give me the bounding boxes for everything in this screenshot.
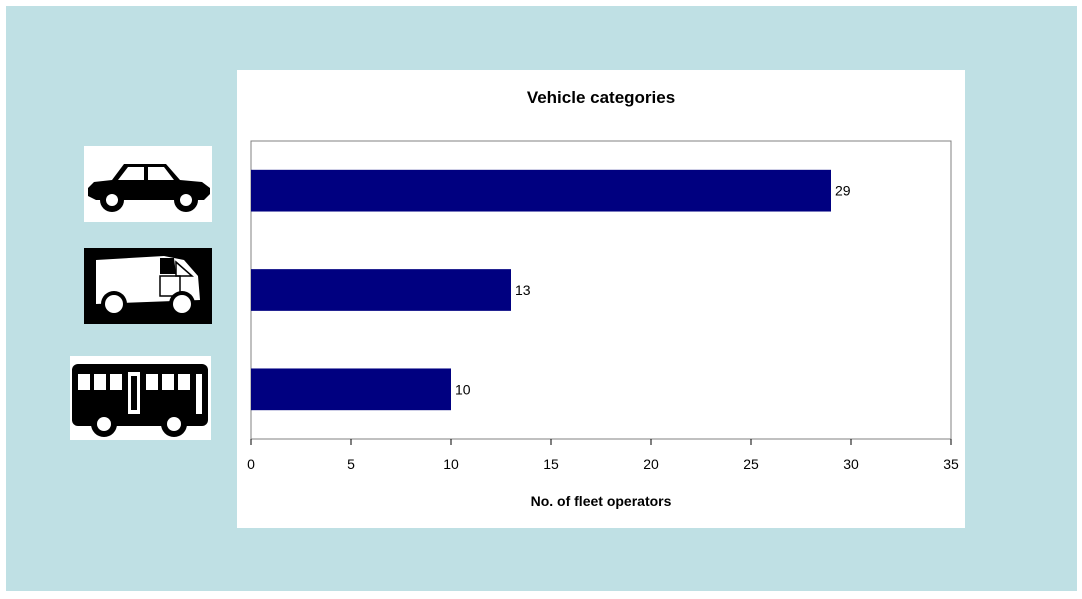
bus-icon [70, 356, 211, 440]
bar-bus [251, 368, 451, 411]
data-label-van: 13 [515, 282, 531, 298]
x-tick-label: 30 [843, 456, 859, 472]
x-tick-label: 20 [643, 456, 659, 472]
x-tick-label: 35 [943, 456, 959, 472]
chart-panel: Vehicle categories 29 13 10 0 5 10 15 20 25 30 35… [237, 70, 965, 528]
chart-title: Vehicle categories [526, 88, 676, 107]
data-label-car: 29 [835, 183, 851, 199]
data-label-bus: 10 [455, 381, 471, 397]
x-tick-label: 5 [347, 456, 355, 472]
x-tick-label: 15 [543, 456, 559, 472]
bar-car [251, 169, 831, 212]
x-tick-label: 0 [247, 456, 255, 472]
van-icon [84, 248, 212, 324]
bar-van [251, 269, 511, 311]
x-tick-label: 25 [743, 456, 759, 472]
car-icon [84, 146, 212, 222]
x-tick-label: 10 [443, 456, 459, 472]
x-axis-title: No. of fleet operators [530, 493, 672, 509]
plot-area: 29 13 10 0 5 10 15 20 25 30 35 [247, 140, 959, 472]
